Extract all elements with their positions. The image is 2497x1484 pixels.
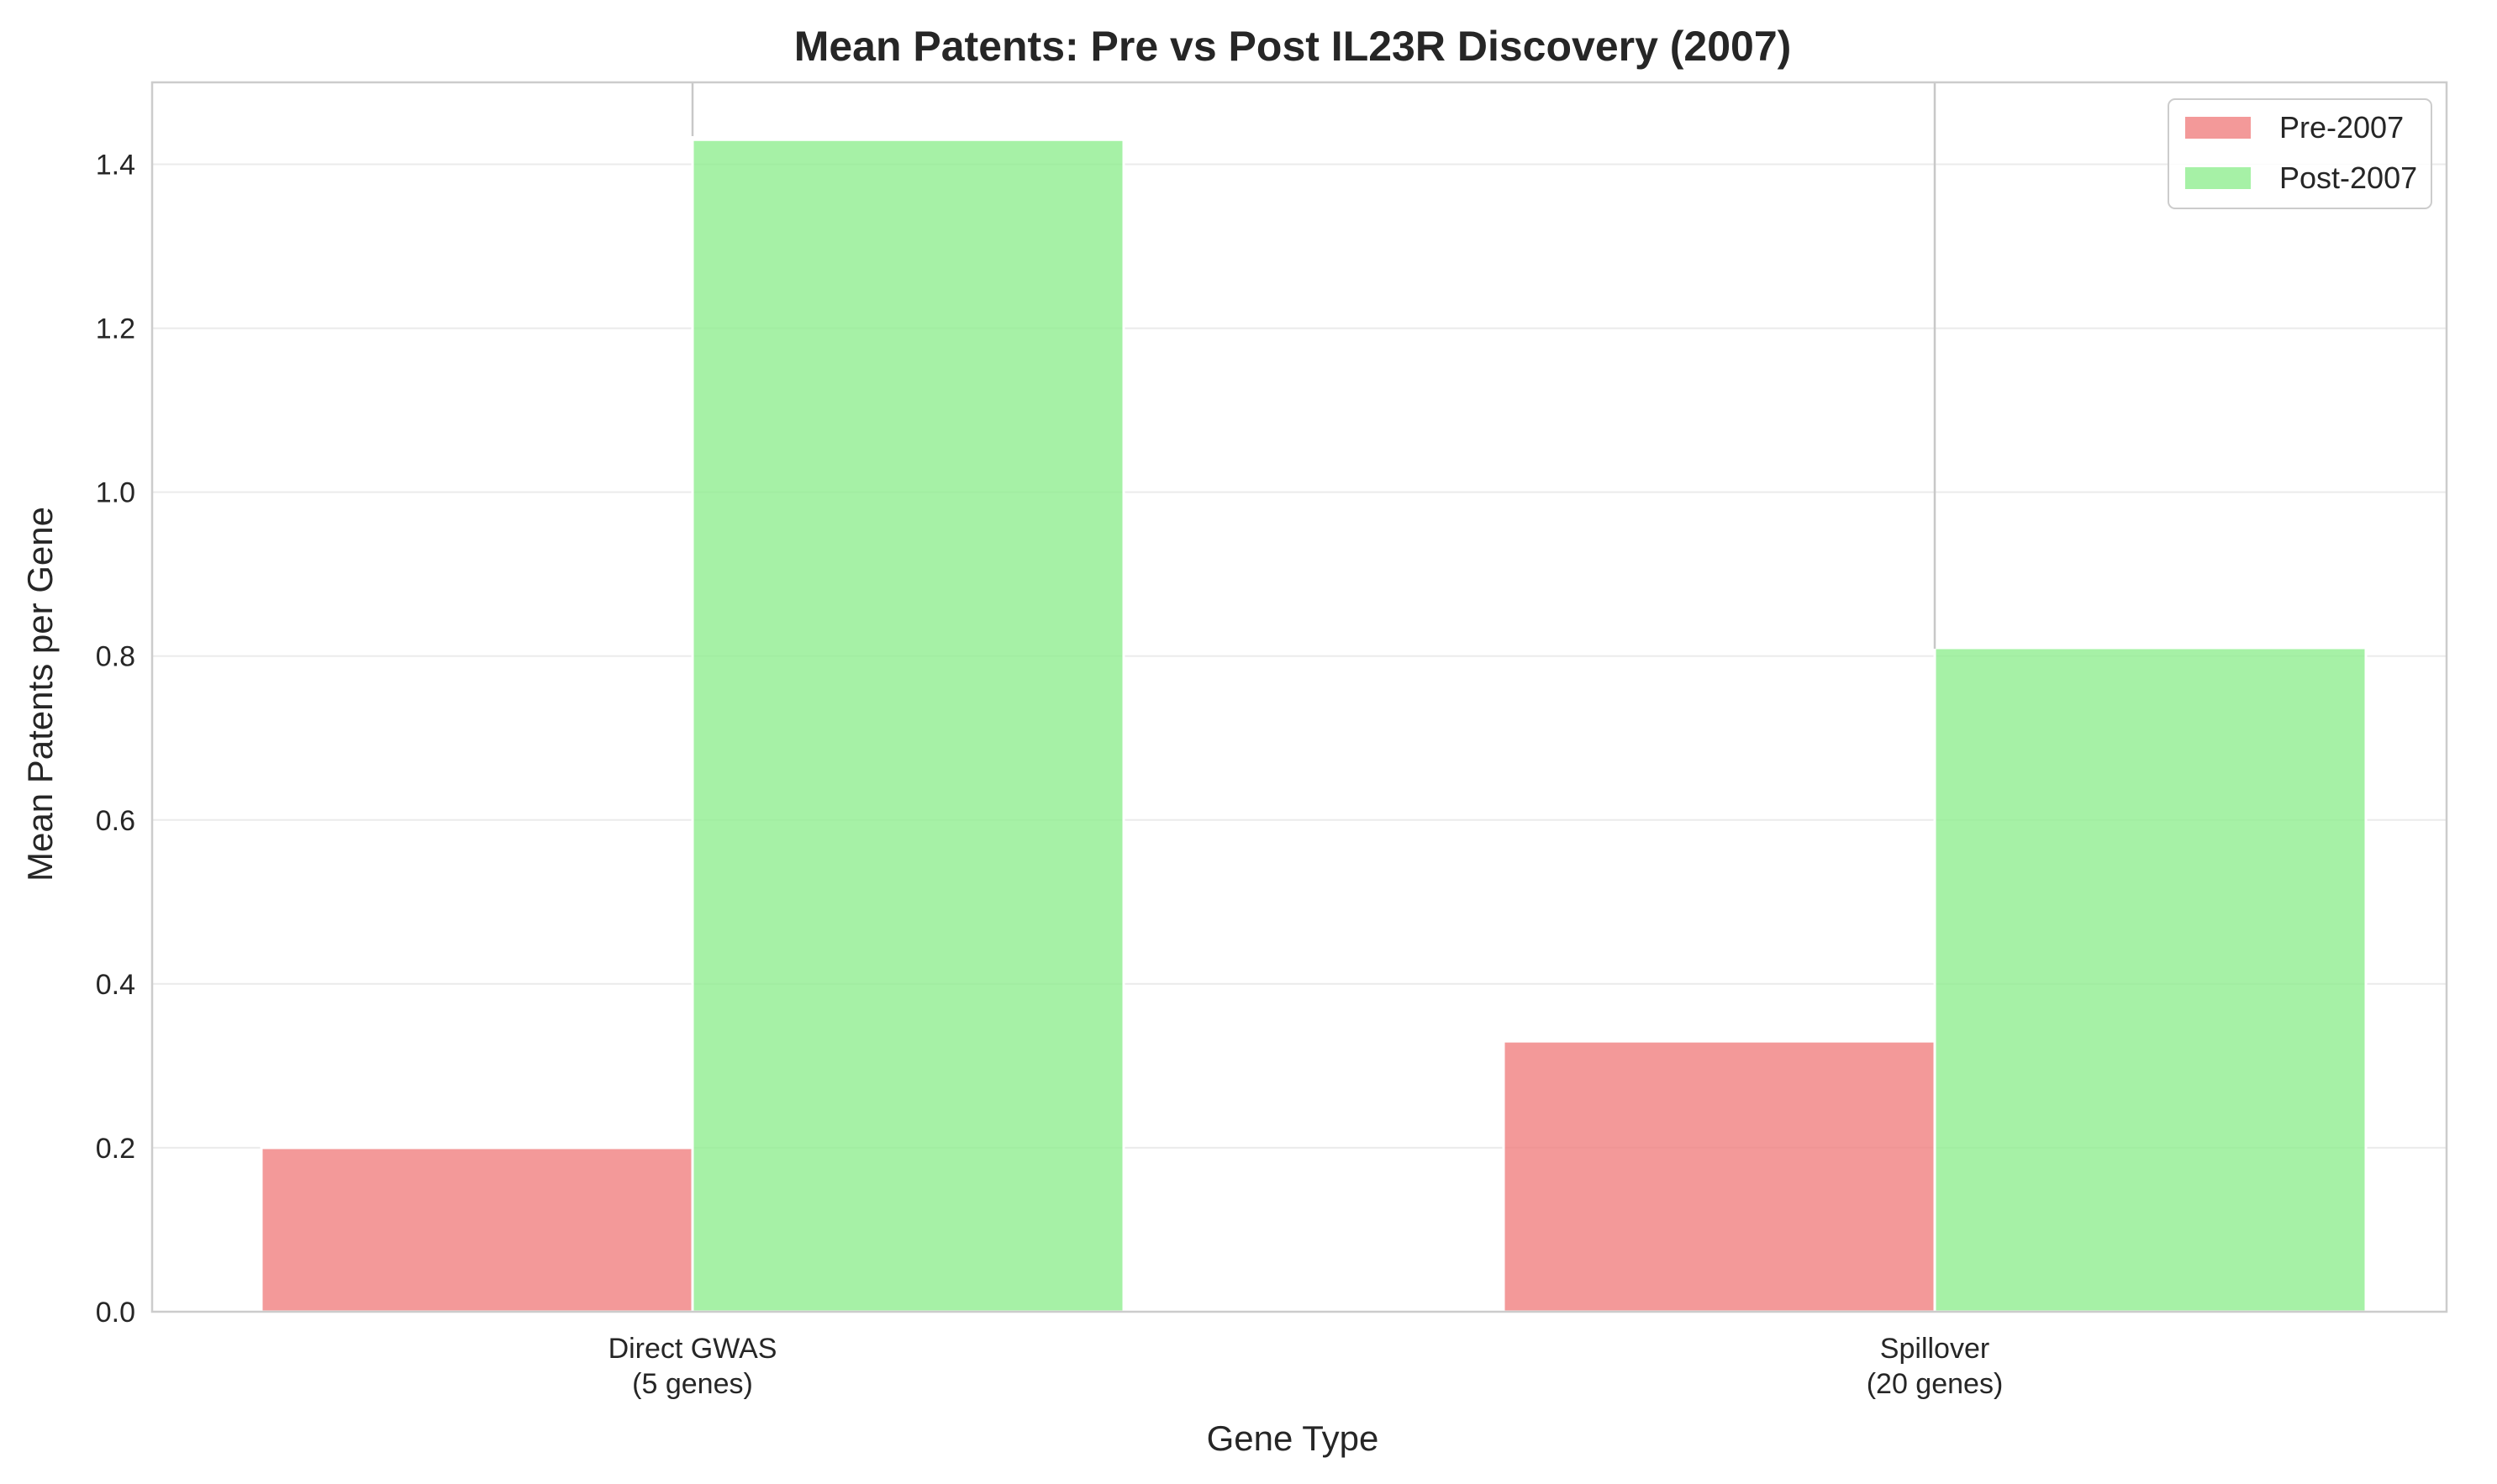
y-axis-ticks: 0.0 0.2 0.4 0.6 0.8 1.0 1.2 1.4 xyxy=(96,150,135,1329)
x-tick-label: Spillover xyxy=(1880,1333,1989,1365)
y-tick-label: 0.0 xyxy=(96,1297,135,1329)
y-tick-label: 1.2 xyxy=(96,313,135,345)
bar-series xyxy=(260,138,2368,1313)
bar-pre-2007-0 xyxy=(260,1146,694,1313)
bar-post-2007-0 xyxy=(691,138,1125,1313)
y-tick-label: 0.6 xyxy=(96,805,135,837)
bar-pre-2007-1 xyxy=(1502,1039,1936,1313)
x-axis-label: Gene Type xyxy=(1207,1418,1379,1458)
y-tick-label: 0.4 xyxy=(96,969,135,1001)
bar-post-2007-1 xyxy=(1933,646,2368,1313)
y-axis-label: Mean Patents per Gene xyxy=(20,507,60,881)
x-axis-ticks: Direct GWAS(5 genes) Spillover(20 genes) xyxy=(608,1333,2004,1400)
y-tick-label: 1.4 xyxy=(96,150,135,182)
legend-swatch-post-2007 xyxy=(2185,167,2251,189)
x-tick-label: Direct GWAS xyxy=(608,1333,777,1365)
y-tick-label: 0.8 xyxy=(96,641,135,673)
y-tick-label: 1.0 xyxy=(96,477,135,509)
legend-swatch-pre-2007 xyxy=(2185,117,2251,139)
error-lines xyxy=(691,82,1936,649)
x-tick-label: (20 genes) xyxy=(1867,1368,2004,1400)
y-tick-label: 0.2 xyxy=(96,1133,135,1165)
legend: Pre-2007 Post-2007 xyxy=(2168,98,2432,209)
legend-label: Pre-2007 xyxy=(2279,110,2404,145)
plot-frame xyxy=(150,81,2448,1313)
chart-title: Mean Patents: Pre vs Post IL23R Discover… xyxy=(794,23,1792,70)
x-tick-label: (5 genes) xyxy=(632,1368,753,1400)
legend-label: Post-2007 xyxy=(2279,161,2417,195)
